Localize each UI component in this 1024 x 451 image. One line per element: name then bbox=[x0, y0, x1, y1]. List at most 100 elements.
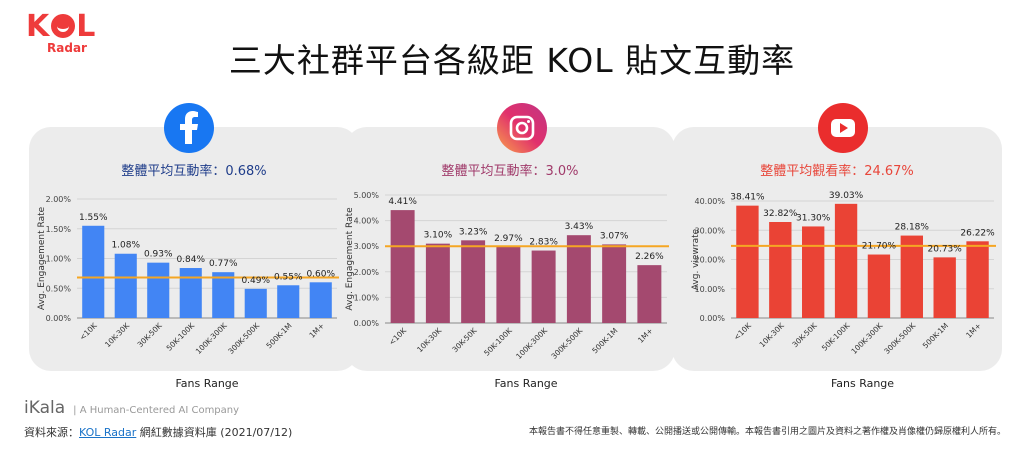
facebook-x-tick-label: 1M+ bbox=[307, 321, 326, 340]
facebook-data-label: 1.55% bbox=[79, 213, 108, 223]
youtube-ytick-label: 40.00% bbox=[694, 197, 725, 206]
youtube-x-tick-label: 30K-50K bbox=[790, 320, 819, 349]
smile-icon bbox=[51, 13, 76, 38]
source-suffix: 網紅數據資料庫 (2021/07/12) bbox=[136, 426, 293, 439]
youtube-bar bbox=[834, 203, 858, 318]
instagram-average-label: 整體平均互動率：3.0% bbox=[441, 163, 578, 179]
data-source: 資料來源：KOL Radar 網紅數據資料庫 (2021/07/12) bbox=[24, 424, 292, 440]
facebook-data-label: 0.84% bbox=[176, 255, 205, 265]
facebook-x-axis-title: Fans Range bbox=[175, 377, 238, 390]
instagram-x-tick-label: 300K-500K bbox=[549, 325, 585, 361]
youtube-bar bbox=[933, 257, 956, 318]
youtube-x-tick-label: 1M+ bbox=[964, 321, 983, 340]
facebook-x-tick-label: 10K-30K bbox=[103, 320, 132, 349]
youtube-x-tick-label: 50K-100K bbox=[820, 320, 852, 352]
facebook-ytick-label: 0.00% bbox=[46, 314, 72, 323]
youtube-bar bbox=[769, 222, 792, 318]
youtube-data-label: 31.30% bbox=[796, 213, 831, 223]
instagram-bar bbox=[496, 246, 521, 323]
instagram-bar bbox=[390, 210, 415, 323]
facebook-x-tick-label: 50K-100K bbox=[165, 320, 197, 352]
facebook-x-tick-label: 100K-300K bbox=[194, 320, 230, 356]
facebook-data-label: 0.55% bbox=[274, 272, 303, 282]
facebook-bar bbox=[244, 288, 267, 318]
instagram-ytick-label: 5.00% bbox=[354, 191, 380, 200]
instagram-ytick-label: 4.00% bbox=[354, 217, 380, 226]
instagram-bar bbox=[461, 240, 486, 323]
facebook-data-label: 0.93% bbox=[144, 250, 173, 260]
youtube-data-label: 28.18% bbox=[895, 223, 930, 233]
instagram-ytick-label: 1.00% bbox=[354, 293, 380, 302]
facebook-icon bbox=[164, 103, 214, 153]
facebook-bar bbox=[309, 282, 332, 318]
facebook-data-label: 0.60% bbox=[306, 269, 335, 279]
facebook-ytick-label: 1.50% bbox=[46, 225, 72, 234]
youtube-icon bbox=[818, 103, 868, 153]
instagram-bar bbox=[602, 244, 627, 323]
ikala-brand: iKala | A Human-Centered AI Company bbox=[24, 398, 239, 418]
instagram-x-tick-label: <10K bbox=[387, 325, 409, 347]
instagram-icon bbox=[497, 103, 547, 153]
instagram-ytick-label: 0.00% bbox=[354, 319, 380, 328]
copyright-note: 本報告書不得任意重製、轉載、公開播送或公開傳輸。本報告書引用之圖片及資料之著作權… bbox=[528, 427, 1006, 437]
youtube-x-tick-label: 10K-30K bbox=[758, 320, 787, 349]
facebook-x-tick-label: 300K-500K bbox=[226, 320, 262, 356]
instagram-data-label: 3.23% bbox=[459, 227, 488, 237]
kol-radar-link[interactable]: KOL Radar bbox=[79, 426, 137, 439]
instagram-bar bbox=[425, 243, 450, 323]
instagram-bar bbox=[637, 265, 662, 323]
facebook-bar bbox=[114, 253, 137, 318]
facebook-x-tick-label: 500K-1M bbox=[264, 321, 293, 350]
youtube-ytick-label: 20.00% bbox=[694, 256, 725, 265]
instagram-x-tick-label: 500K-1M bbox=[590, 326, 619, 355]
instagram-ytick-label: 2.00% bbox=[354, 268, 380, 277]
youtube-x-axis-title: Fans Range bbox=[831, 377, 894, 390]
page-title: 三大社群平台各級距 KOL 貼文互動率 bbox=[228, 41, 796, 80]
facebook-bar bbox=[277, 285, 300, 318]
youtube-bar bbox=[900, 235, 923, 318]
instagram-y-axis-title: Avg. Engagement Rate bbox=[345, 207, 355, 311]
youtube-ytick-label: 30.00% bbox=[694, 226, 725, 235]
facebook-bar bbox=[82, 225, 105, 318]
facebook-bar bbox=[212, 272, 235, 318]
youtube-bar bbox=[802, 226, 825, 318]
instagram-x-axis-title: Fans Range bbox=[494, 377, 557, 390]
instagram-x-tick-label: 1M+ bbox=[636, 326, 655, 345]
youtube-data-label: 26.22% bbox=[960, 228, 995, 238]
facebook-y-axis-title: Avg. Engagement Rate bbox=[37, 206, 47, 310]
instagram-x-tick-label: 50K-100K bbox=[482, 325, 514, 357]
youtube-bar bbox=[867, 254, 891, 318]
ikala-tagline: | A Human-Centered AI Company bbox=[73, 405, 240, 416]
youtube-x-tick-label: 300K-500K bbox=[882, 320, 918, 356]
instagram-x-tick-label: 10K-30K bbox=[415, 325, 444, 354]
logo-subtitle: Radar bbox=[47, 41, 87, 55]
instagram-x-tick-label: 30K-50K bbox=[450, 325, 479, 354]
youtube-ytick-label: 0.00% bbox=[700, 314, 726, 323]
youtube-bar bbox=[966, 241, 989, 318]
instagram-data-label: 3.10% bbox=[424, 231, 453, 241]
youtube-data-label: 39.03% bbox=[829, 191, 864, 201]
ikala-logo: iKala bbox=[24, 398, 66, 418]
youtube-x-tick-label: <10K bbox=[732, 320, 754, 342]
facebook-data-label: 0.77% bbox=[209, 259, 238, 269]
facebook-ytick-label: 2.00% bbox=[46, 195, 72, 204]
youtube-chart: 整體平均觀看率：24.67% 0.00% 10.00% 20.00% 30.00% 40.… bbox=[691, 163, 996, 390]
instagram-data-label: 2.26% bbox=[635, 252, 664, 262]
facebook-chart: 整體平均互動率：0.68% 0.00% 0.50% 1.00% 1.50% 2.00% Av… bbox=[37, 163, 339, 390]
instagram-ytick-label: 3.00% bbox=[354, 242, 380, 251]
youtube-data-label: 20.73% bbox=[928, 244, 963, 254]
facebook-x-tick-label: <10K bbox=[78, 320, 100, 342]
youtube-data-label: 38.41% bbox=[730, 193, 765, 203]
instagram-x-tick-label: 100K-300K bbox=[514, 325, 550, 361]
facebook-average-label: 整體平均互動率：0.68% bbox=[121, 163, 266, 179]
instagram-data-label: 2.83% bbox=[529, 238, 558, 248]
instagram-bar bbox=[531, 250, 556, 323]
instagram-chart: 整體平均互動率：3.0% 0.00% 1.00% 2.00% 3.00% 4.00% 5.0… bbox=[345, 163, 669, 390]
youtube-data-label: 21.70% bbox=[862, 242, 897, 252]
facebook-data-label: 0.49% bbox=[241, 276, 270, 286]
youtube-average-label: 整體平均觀看率：24.67% bbox=[760, 163, 914, 179]
instagram-data-label: 4.41% bbox=[388, 197, 417, 207]
source-prefix: 資料來源： bbox=[24, 426, 79, 439]
